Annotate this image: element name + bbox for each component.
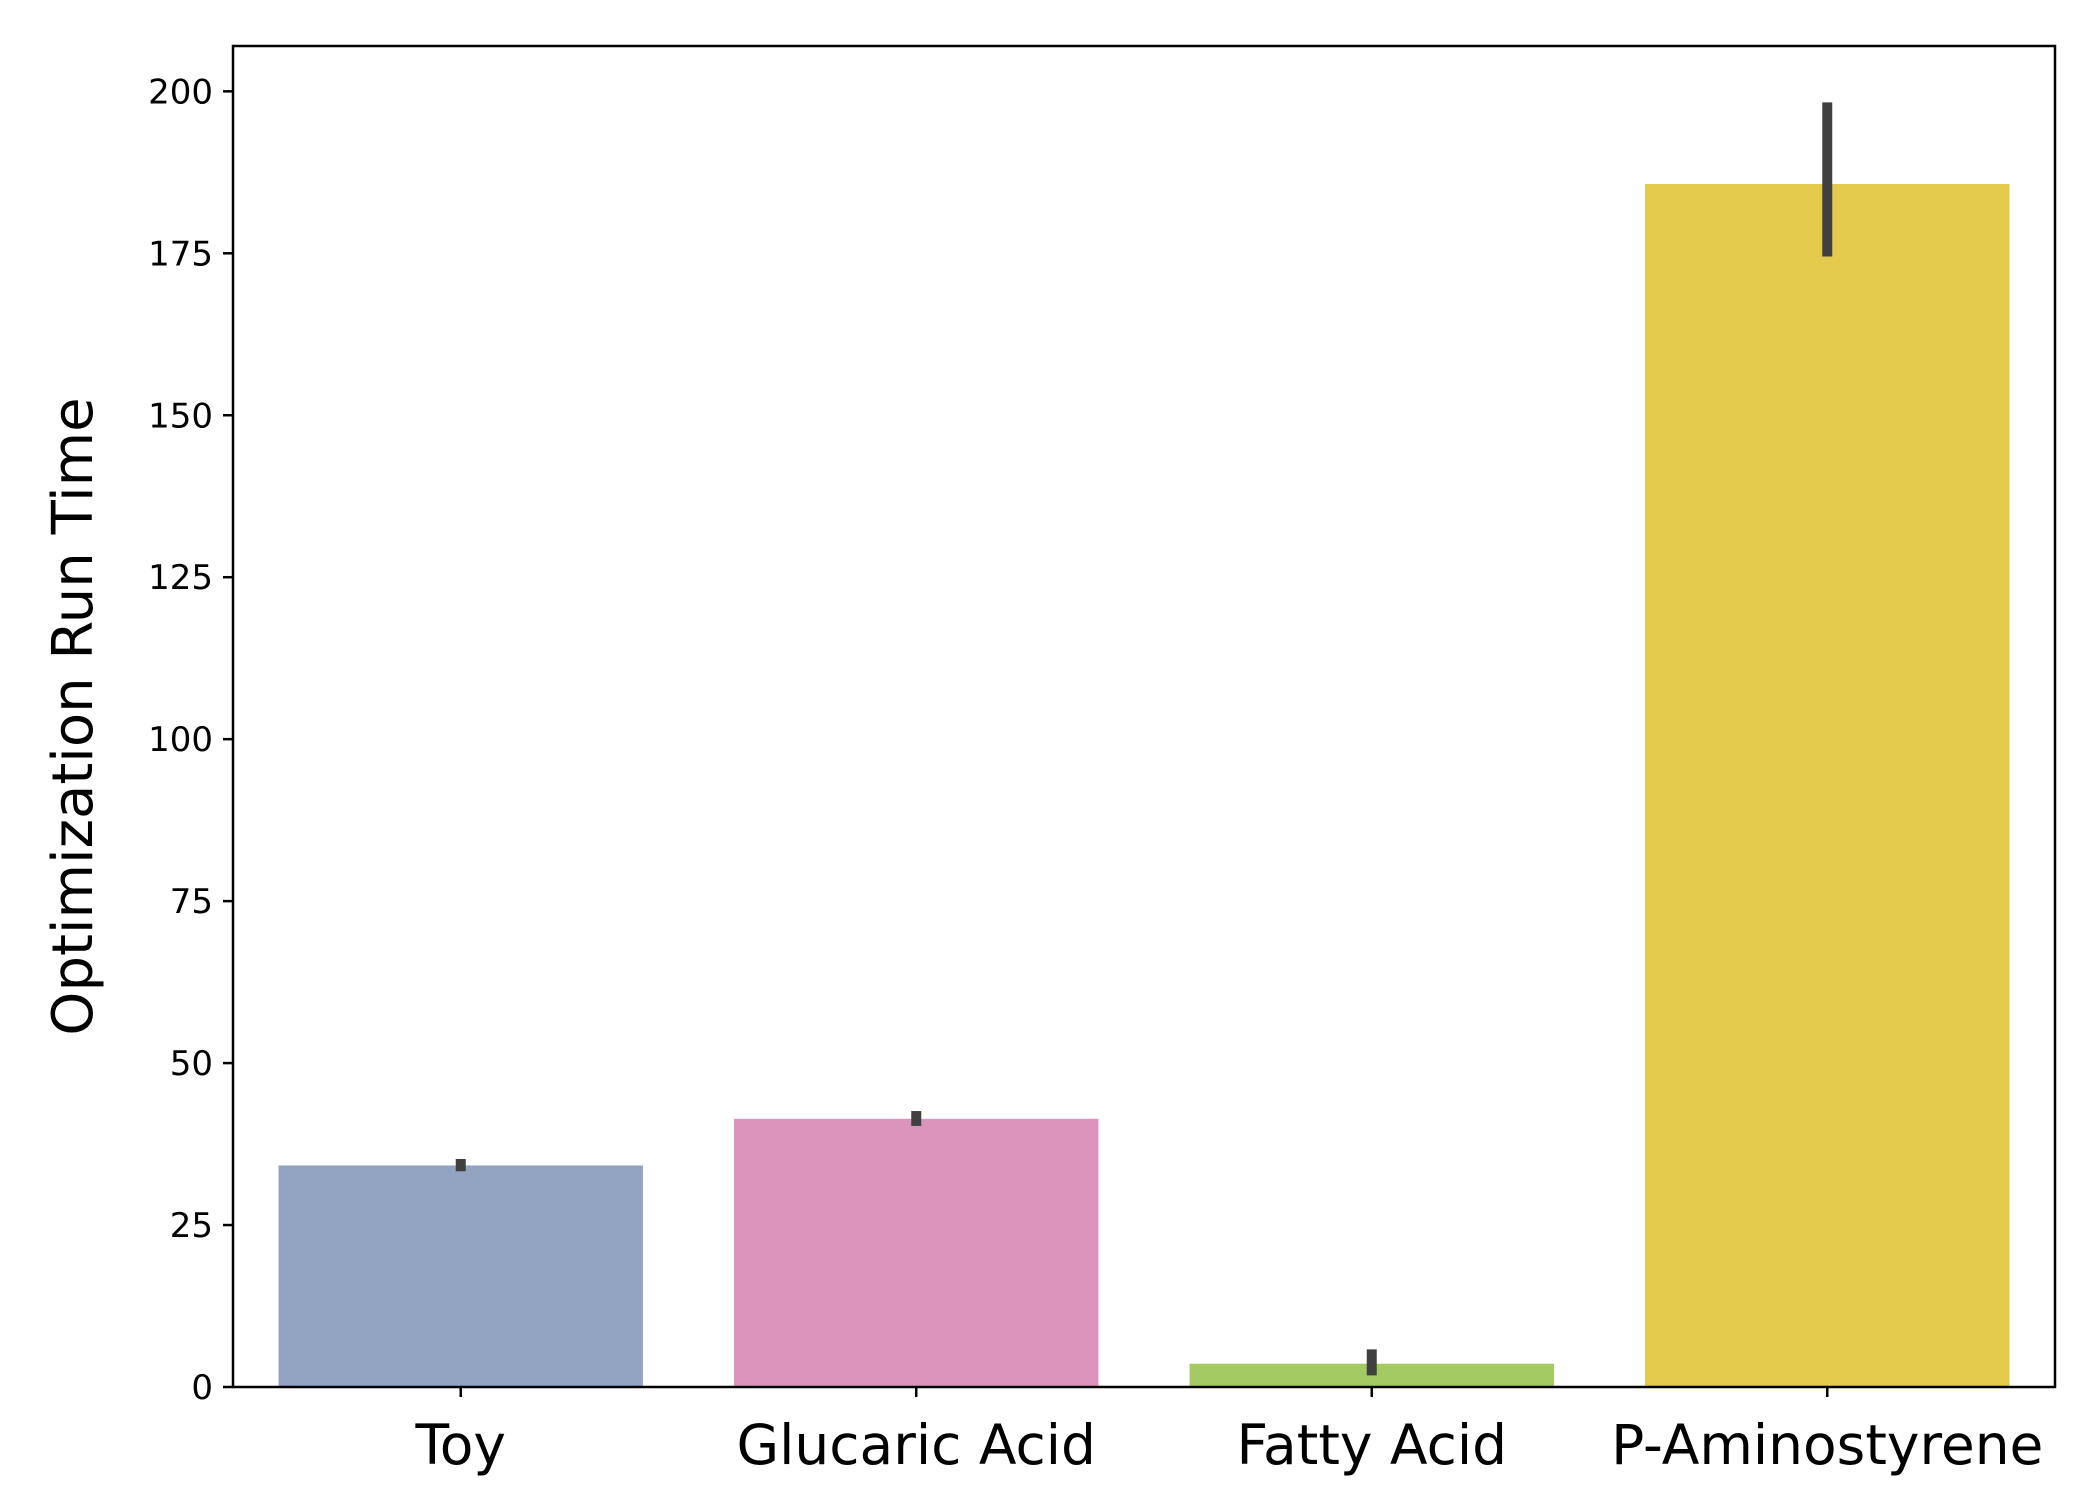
y-tick-label: 75 [170, 882, 213, 922]
x-tick-label: Toy [415, 1413, 506, 1477]
x-axis: Toy Glucaric Acid Fatty Acid P-Aminostyrene [415, 1387, 2043, 1477]
y-axis-label: Optimization Run Time [41, 397, 106, 1035]
bars-layer [278, 183, 2010, 1388]
plot-frame [231, 44, 2057, 1389]
y-tick-label: 200 [148, 72, 213, 112]
y-tick-label: 25 [170, 1206, 213, 1246]
y-tick-label: 0 [191, 1368, 213, 1408]
y-tick-label: 150 [148, 396, 213, 436]
y-tick-label: 50 [170, 1044, 213, 1084]
y-axis: 0 25 50 75 100 125 150 175 200 [148, 72, 233, 1408]
x-tick-label: Fatty Acid [1236, 1413, 1507, 1477]
y-tick-label: 100 [148, 720, 213, 760]
bar-p-aminostyrene [1645, 183, 2010, 1388]
error-bars-layer [455, 102, 1833, 1376]
y-tick-label: 125 [148, 558, 213, 598]
y-tick-label: 175 [148, 234, 213, 274]
bar-toy [278, 1165, 643, 1387]
x-tick-label: P-Aminostyrene [1611, 1413, 2043, 1477]
x-tick-label: Glucaric Acid [737, 1413, 1096, 1477]
bar-glucaric-acid [734, 1118, 1099, 1387]
